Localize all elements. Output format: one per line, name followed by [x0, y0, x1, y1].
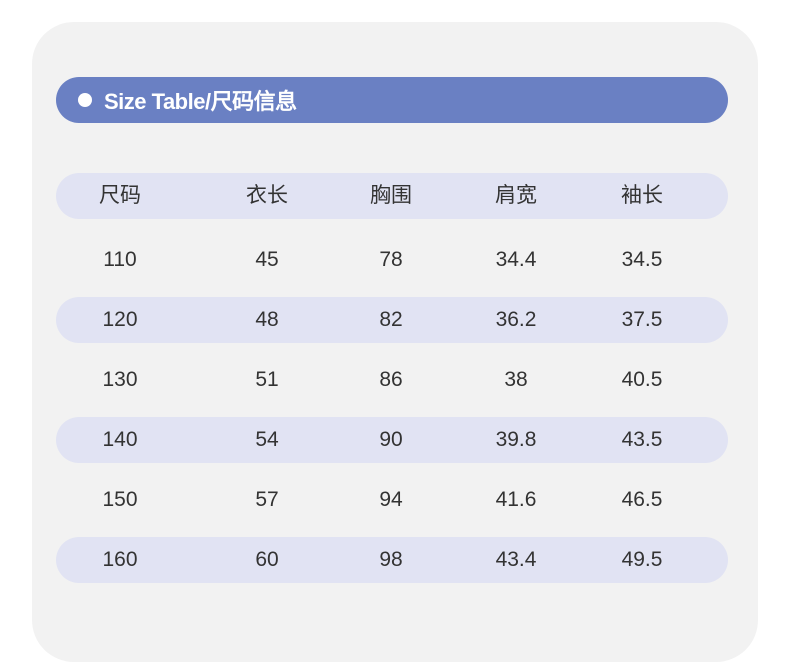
table-cell: 41.6: [495, 488, 537, 511]
column-header: 胸围: [370, 184, 412, 207]
table-row: 150 57 94 41.6 46.5: [56, 477, 728, 523]
table-row: 120 48 82 36.2 37.5: [56, 297, 728, 343]
page-title: Size Table/尺码信息: [104, 89, 297, 114]
table-cell: 40.5: [621, 368, 663, 391]
table-cell: 98: [379, 548, 403, 571]
table-cell: 78: [379, 248, 403, 271]
table-cell: 36.2: [495, 308, 537, 331]
table-row: 130 51 86 38 40.5: [56, 357, 728, 403]
table-cell: 37.5: [621, 308, 663, 331]
table-cell: 90: [379, 428, 403, 451]
bullet-icon: [78, 93, 92, 107]
table-cell: 39.8: [495, 428, 537, 451]
column-header: 袖长: [621, 184, 663, 207]
table-row: 140 54 90 39.8 43.5: [56, 417, 728, 463]
table-header-row: 尺码 衣长 胸围 肩宽 袖长: [56, 173, 728, 219]
table-cell: 43.4: [495, 548, 537, 571]
table-cell: 54: [255, 428, 279, 451]
table-cell: 57: [255, 488, 279, 511]
table-cell: 150: [102, 488, 138, 511]
table-cell: 34.4: [495, 248, 537, 271]
table-cell: 120: [102, 308, 138, 331]
table-cell: 110: [103, 248, 137, 271]
title-bar: Size Table/尺码信息: [56, 77, 728, 123]
table-cell: 38: [504, 368, 528, 391]
table-cell: 94: [379, 488, 403, 511]
table-cell: 60: [255, 548, 279, 571]
table-cell: 45: [255, 248, 279, 271]
table-cell: 43.5: [621, 428, 663, 451]
table-cell: 49.5: [621, 548, 663, 571]
table-cell: 46.5: [621, 488, 663, 511]
table-cell: 34.5: [621, 248, 663, 271]
table-cell: 130: [102, 368, 138, 391]
table-cell: 82: [379, 308, 403, 331]
column-header: 肩宽: [495, 184, 537, 207]
table-cell: 48: [255, 308, 279, 331]
table-row: 110 45 78 34.4 34.5: [56, 237, 728, 283]
table-row: 160 60 98 43.4 49.5: [56, 537, 728, 583]
table-cell: 86: [379, 368, 403, 391]
table-cell: 51: [255, 368, 279, 391]
table-cell: 160: [102, 548, 138, 571]
column-header: 尺码: [99, 184, 141, 207]
column-header: 衣长: [246, 184, 288, 207]
table-cell: 140: [102, 428, 138, 451]
